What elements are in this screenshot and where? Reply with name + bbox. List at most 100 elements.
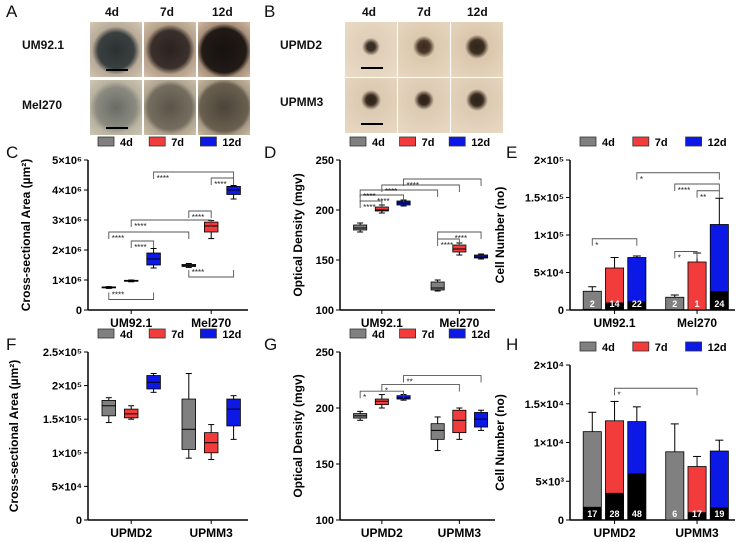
significance-bracket bbox=[403, 375, 482, 383]
row-label: Mel270 bbox=[22, 98, 63, 112]
legend-label: 4d bbox=[372, 137, 385, 149]
significance-label: **** bbox=[455, 234, 467, 243]
significance-bracket bbox=[108, 292, 155, 300]
bar-black-portion bbox=[627, 473, 646, 520]
panel-label-c: C bbox=[6, 143, 19, 162]
legend-label: 7d bbox=[655, 342, 668, 354]
significance-label: **** bbox=[192, 268, 204, 277]
y-tick-label: 200 bbox=[316, 403, 334, 415]
n-label: 14 bbox=[610, 299, 620, 309]
col-header: 4d bbox=[105, 5, 120, 19]
legend-label: 12d bbox=[708, 137, 727, 149]
bar-black-portion bbox=[710, 507, 729, 520]
x-tick-label: UM92.1 bbox=[110, 316, 152, 330]
significance-label: * bbox=[640, 175, 643, 184]
micrograph-mel270-7d bbox=[144, 80, 196, 135]
y-tick-label: 2×10⁴ bbox=[534, 360, 564, 372]
significance-label: **** bbox=[134, 222, 146, 231]
significance-label: **** bbox=[678, 186, 690, 195]
y-tick-label: 1×10⁵ bbox=[52, 448, 82, 460]
significance-label: **** bbox=[134, 243, 146, 252]
legend-swatch bbox=[97, 328, 115, 339]
micrograph-mel270-4d bbox=[90, 80, 142, 135]
x-tick-label: UPMD2 bbox=[361, 526, 403, 540]
legend-swatch bbox=[399, 136, 417, 147]
legend-swatch bbox=[199, 328, 217, 339]
x-tick-label: Mel270 bbox=[439, 316, 479, 330]
legend-swatch bbox=[579, 341, 597, 352]
significance-bracket bbox=[210, 177, 235, 185]
significance-bracket bbox=[108, 231, 190, 239]
n-label: 2 bbox=[672, 299, 677, 309]
legend-label: 4d bbox=[602, 342, 615, 354]
scale-bar bbox=[106, 127, 128, 129]
significance-bracket bbox=[153, 171, 235, 179]
x-tick-label: UPMD2 bbox=[110, 526, 152, 540]
y-tick-label: 2.5×10⁵ bbox=[43, 347, 82, 359]
legend-swatch bbox=[685, 136, 702, 147]
significance-bracket bbox=[591, 238, 638, 246]
y-tick-label: 200 bbox=[316, 205, 334, 217]
significance-bracket bbox=[188, 270, 235, 278]
n-label: 17 bbox=[692, 509, 702, 519]
panel-label-h: H bbox=[506, 335, 519, 354]
chart-h: 4d 7d 12d 0 5×10³ 1×10⁴ 1.5×10⁴ 2×10⁴ Cell Numbe… bbox=[493, 341, 735, 540]
significance-bracket bbox=[696, 190, 720, 198]
chart-f: 4d 7d 12d 0 5×10⁴ 1×10⁵ 1.5×10⁵ 2×10⁵ 2.5×10⁵ Cro… bbox=[7, 328, 248, 540]
chart-g: 4d 7d 12d 100 150 200 250 Optical Density (mgv)… bbox=[291, 328, 495, 540]
y-tick-label: 0 bbox=[76, 515, 82, 527]
x-tick-label: Mel270 bbox=[191, 316, 231, 330]
micrograph-upmm3-7d bbox=[398, 78, 450, 133]
y-tick-label: 150 bbox=[316, 255, 334, 267]
n-label: 17 bbox=[587, 509, 597, 519]
bar-black-portion bbox=[605, 492, 624, 520]
n-label: 2 bbox=[590, 299, 595, 309]
significance-bracket bbox=[614, 387, 698, 396]
y-tick-label: 100 bbox=[316, 515, 334, 527]
box bbox=[101, 399, 117, 417]
micrograph-upmm3-4d bbox=[345, 78, 397, 133]
micrograph-upmd2-12d bbox=[451, 22, 503, 77]
significance-label: **** bbox=[214, 180, 226, 189]
legend-label: 12d bbox=[471, 137, 490, 149]
col-header: 4d bbox=[362, 5, 377, 19]
n-label: 19 bbox=[714, 509, 724, 519]
significance-label: * bbox=[363, 393, 366, 402]
significance-bracket bbox=[359, 194, 404, 202]
scale-bar bbox=[361, 67, 383, 69]
n-label: 48 bbox=[632, 509, 642, 519]
legend-label: 7d bbox=[422, 329, 435, 341]
legend-label: 4d bbox=[120, 137, 133, 149]
y-tick-label: 1.5×10⁵ bbox=[43, 414, 82, 426]
significance-bracket bbox=[381, 184, 460, 192]
y-axis-label: Cell Number (no) bbox=[493, 394, 507, 491]
legend-label: 4d bbox=[120, 329, 133, 341]
x-tick-label: UPMM3 bbox=[675, 526, 719, 540]
y-tick-label: 250 bbox=[316, 155, 334, 167]
y-axis-label: Optical Density (mgv) bbox=[291, 173, 305, 296]
bar-black-portion bbox=[627, 301, 646, 310]
chart-e: 4d 7d 12d 0 5×10⁴ 1×10⁵ 1.5×10⁵ 2×10⁵ Cell Numbe… bbox=[493, 136, 735, 330]
panel-label-e: E bbox=[506, 143, 518, 162]
bar-black-portion bbox=[710, 291, 729, 310]
legend-label: 4d bbox=[602, 137, 615, 149]
chart-c: 4d 7d 12d 0 1×10⁶ 2×10⁶ 3×10⁶ 4×10⁶ 5×10⁶ Cross-s… bbox=[19, 136, 248, 330]
y-tick-label: 1×10⁴ bbox=[534, 438, 564, 450]
legend-swatch bbox=[349, 328, 367, 339]
significance-label: **** bbox=[407, 181, 419, 190]
y-tick-label: 5×10⁴ bbox=[534, 268, 564, 280]
significance-bracket bbox=[359, 189, 439, 197]
row-label: UM92.1 bbox=[22, 38, 65, 52]
y-tick-label: 5×10⁴ bbox=[52, 481, 82, 493]
legend-swatch bbox=[579, 136, 597, 147]
x-tick-label: UM92.1 bbox=[361, 316, 403, 330]
box bbox=[226, 398, 241, 427]
significance-bracket bbox=[381, 384, 460, 392]
legend-label: 12d bbox=[222, 329, 241, 341]
n-label: 1 bbox=[695, 299, 700, 309]
y-tick-label: 2×10⁵ bbox=[52, 381, 82, 393]
significance-label: **** bbox=[112, 291, 124, 300]
legend-label: 7d bbox=[422, 137, 435, 149]
y-tick-label: 5×10³ bbox=[536, 476, 565, 488]
